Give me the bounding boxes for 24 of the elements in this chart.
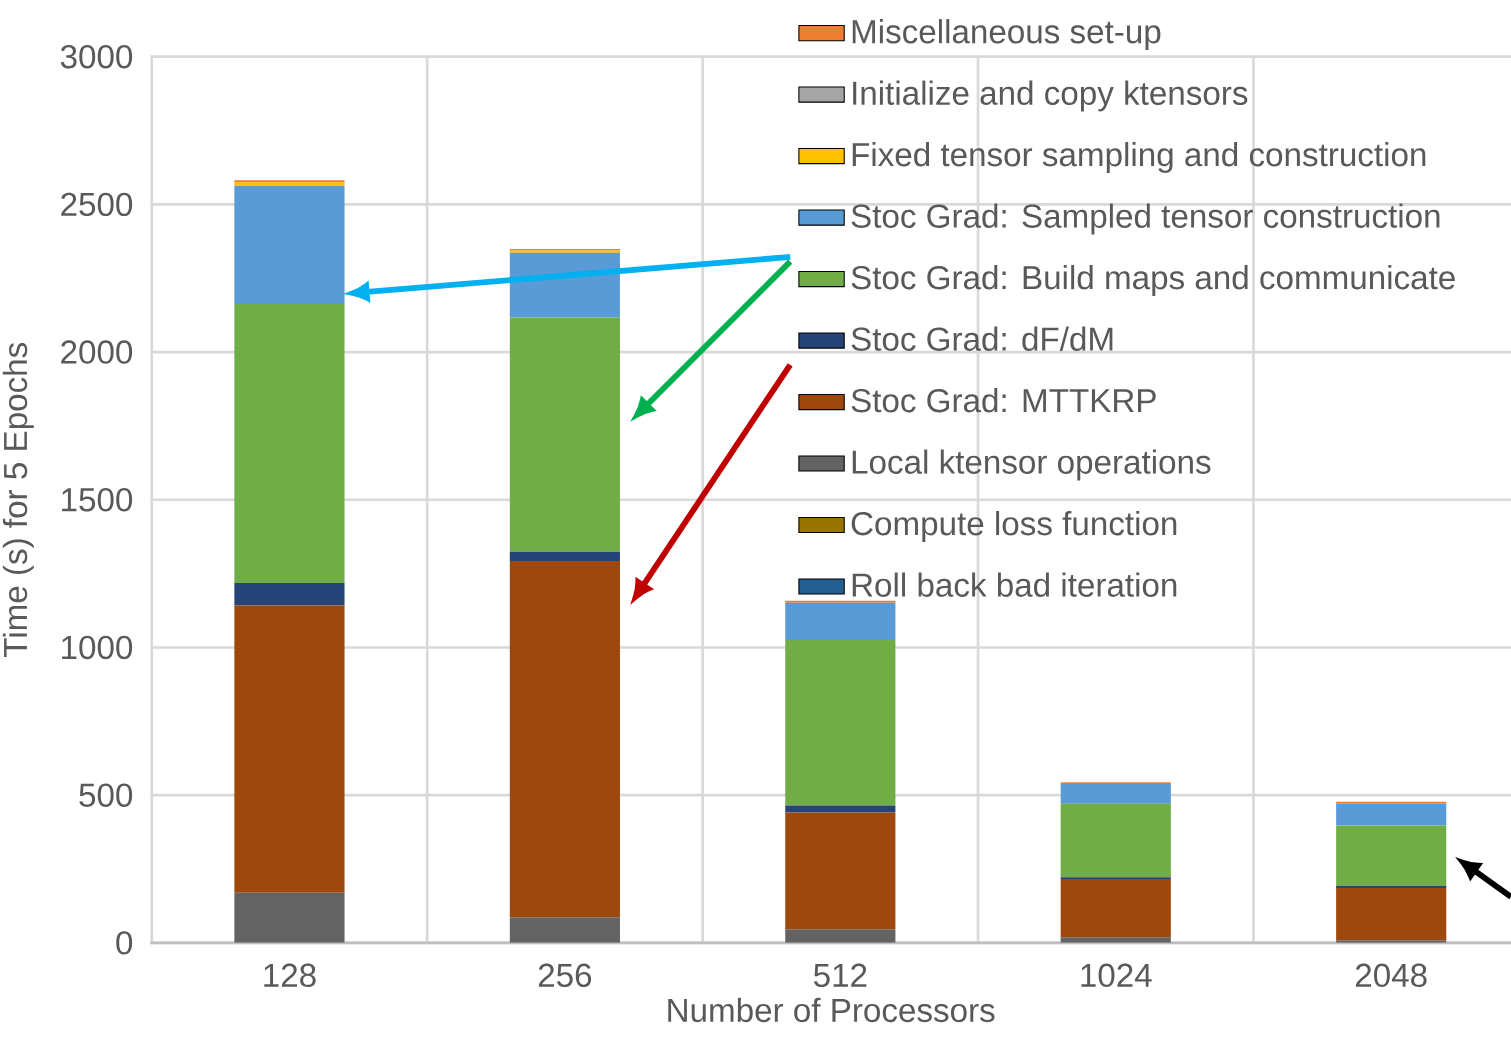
y-tick-label: 0 [116, 931, 133, 955]
legend-label: Fixed tensor sampling and construction [852, 142, 1426, 174]
legend-label: Roll back bad iteration [852, 572, 1177, 597]
y-tick-label: 2000 [61, 340, 133, 364]
x-tick-label: 2048 [1355, 963, 1427, 988]
y-tick-label: 500 [79, 783, 133, 807]
x-axis-title: Number of Processors [668, 997, 995, 1023]
x-tick-label: 128 [264, 963, 316, 988]
y-axis-title: Time (s) for 5 Epochs [2, 343, 34, 658]
legend-label: Stoc Grad: Build maps and communicate [851, 265, 1455, 297]
x-tick-label: 512 [813, 963, 867, 988]
legend-label: Stoc Grad: Sampled tensor construction [851, 203, 1440, 235]
x-tick-label: 1024 [1081, 963, 1152, 988]
legend-label: Stoc Grad: MTTKRP [851, 388, 1156, 413]
y-tick-label: 1000 [62, 635, 133, 660]
legend-label: Local ktensor operations [852, 449, 1211, 481]
legend-label: Initialize and copy ktensors [853, 80, 1248, 112]
legend-label: Compute loss function [851, 511, 1177, 542]
y-tick-label: 3000 [60, 44, 133, 69]
legend-label: Stoc Grad: dF/dM [851, 326, 1113, 351]
legend-label: Miscellaneous set-up [852, 19, 1161, 51]
x-tick-label: 256 [538, 963, 592, 988]
y-tick-label: 1500 [62, 488, 133, 512]
y-tick-label: 2500 [61, 192, 133, 217]
